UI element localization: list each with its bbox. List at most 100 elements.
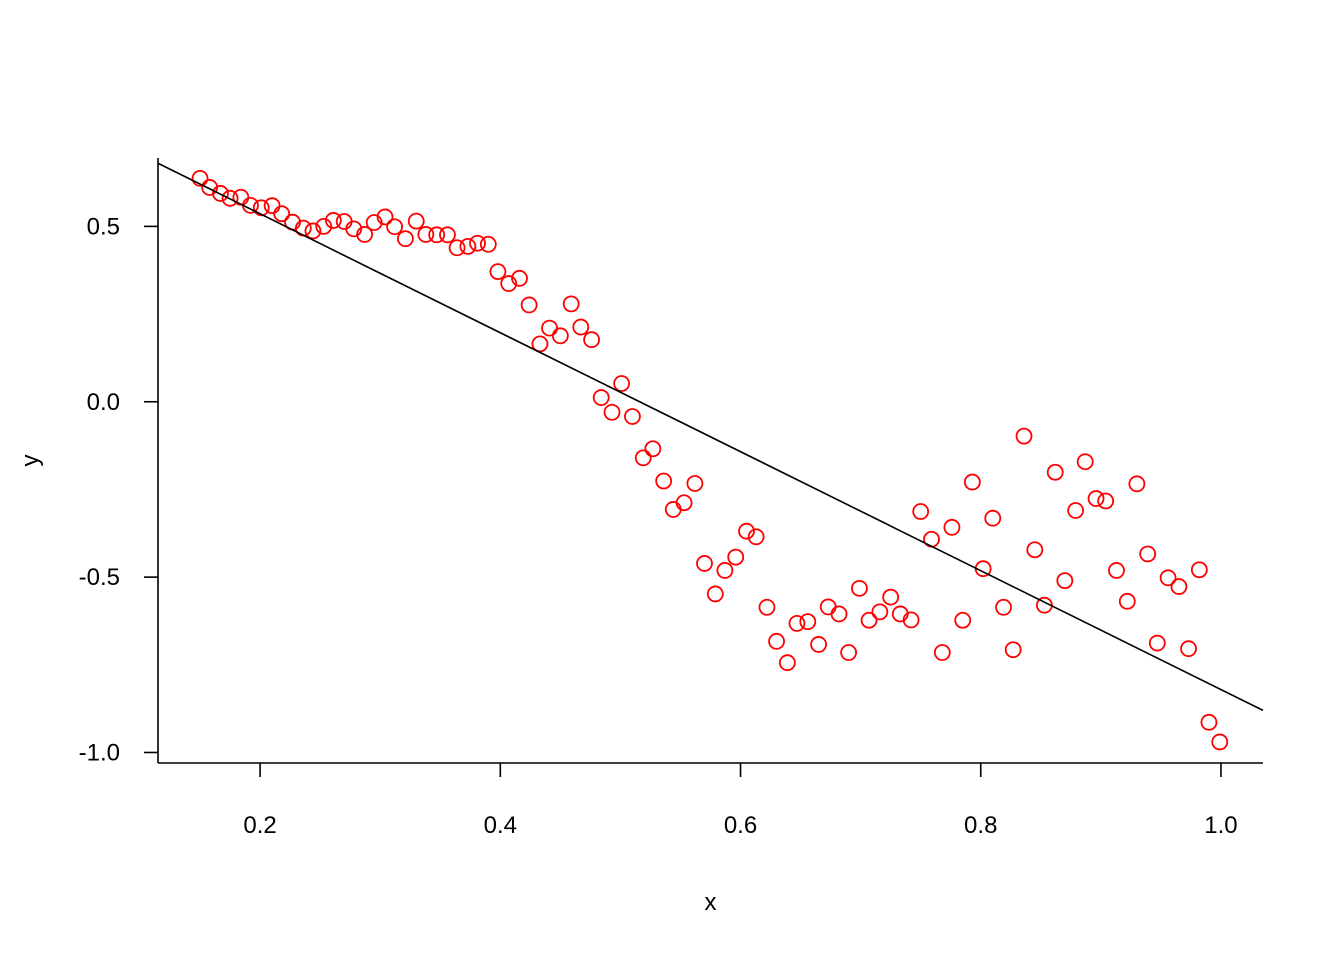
- data-point: [716, 562, 734, 579]
- data-point: [1076, 453, 1094, 471]
- data-point: [768, 632, 785, 650]
- data-point: [1108, 562, 1125, 579]
- data-point: [933, 644, 951, 661]
- data-point: [572, 318, 590, 336]
- data-point: [912, 503, 930, 520]
- data-point: [324, 212, 342, 229]
- data-point: [439, 226, 456, 244]
- data-point: [469, 234, 486, 252]
- data-point: [459, 237, 477, 255]
- data-point: [1056, 572, 1074, 590]
- data-point: [995, 598, 1012, 616]
- data-point: [1067, 502, 1085, 519]
- data-point: [799, 613, 817, 631]
- data-points: [191, 169, 1229, 751]
- x-axis-title: x: [705, 889, 717, 916]
- data-point: [417, 226, 435, 243]
- data-point: [386, 218, 404, 236]
- data-point: [252, 199, 270, 217]
- data-point: [1046, 463, 1064, 481]
- data-point: [1190, 561, 1208, 579]
- x-tick-label: 0.8: [964, 812, 997, 839]
- data-point: [479, 235, 497, 253]
- data-point: [191, 169, 209, 187]
- data-point: [882, 588, 900, 606]
- data-point: [1097, 492, 1115, 510]
- data-point: [562, 295, 580, 313]
- data-point: [1211, 733, 1229, 751]
- data-point: [696, 555, 713, 572]
- y-tick-label: 0.0: [87, 389, 120, 416]
- data-point: [860, 611, 878, 629]
- data-point: [851, 579, 868, 597]
- data-point: [727, 548, 745, 566]
- data-point: [356, 226, 373, 243]
- x-tick-label: 1.0: [1204, 812, 1237, 839]
- data-point: [1087, 490, 1105, 507]
- data-point: [902, 611, 920, 629]
- data-point: [871, 603, 889, 621]
- data-point: [603, 403, 621, 421]
- data-point: [655, 472, 673, 490]
- data-point: [263, 197, 281, 215]
- data-point: [963, 473, 981, 491]
- data-point: [315, 217, 333, 235]
- y-axis-title: y: [17, 455, 44, 467]
- data-point: [520, 296, 538, 314]
- data-point: [583, 331, 600, 349]
- data-point: [634, 449, 652, 467]
- data-point: [489, 263, 507, 281]
- data-point: [1180, 640, 1197, 658]
- data-point: [624, 408, 641, 425]
- data-point: [758, 598, 776, 616]
- data-point: [943, 518, 961, 536]
- axes: [157, 158, 1263, 764]
- data-point: [954, 611, 972, 629]
- data-point: [592, 389, 610, 406]
- data-point: [1148, 634, 1166, 652]
- data-point: [788, 615, 806, 632]
- data-point: [1159, 569, 1177, 587]
- data-point: [1170, 578, 1188, 595]
- data-point: [1139, 545, 1157, 563]
- data-point: [397, 230, 414, 248]
- data-point: [819, 598, 837, 616]
- data-point: [644, 440, 662, 458]
- x-axis-ticks: 0.2 0.4 0.6 0.8 1.0: [243, 763, 1238, 839]
- y-tick-label: -1.0: [79, 739, 120, 766]
- y-axis-ticks: -1.0 -0.5 0.0 0.5: [79, 213, 158, 766]
- data-point: [511, 269, 528, 287]
- data-point: [686, 475, 704, 492]
- data-point: [376, 208, 394, 226]
- data-point: [1128, 475, 1146, 493]
- x-tick-label: 0.4: [484, 812, 517, 839]
- data-point: [335, 213, 353, 230]
- data-point: [304, 222, 322, 240]
- data-point: [541, 319, 558, 337]
- data-point: [664, 501, 682, 518]
- fit-line: [157, 162, 1264, 712]
- data-point: [428, 226, 446, 244]
- data-point: [273, 205, 291, 223]
- data-point: [1026, 541, 1044, 559]
- data-point: [830, 605, 848, 623]
- y-tick-label: 0.5: [87, 213, 120, 240]
- data-point: [407, 212, 425, 230]
- data-point: [613, 375, 631, 392]
- data-point: [1015, 427, 1033, 445]
- data-point: [345, 220, 363, 238]
- data-point: [1004, 641, 1022, 659]
- data-point: [778, 654, 796, 672]
- data-point: [675, 494, 693, 512]
- data-point: [1118, 592, 1136, 610]
- data-point: [738, 522, 755, 540]
- data-point: [221, 189, 239, 207]
- data-point: [448, 239, 466, 257]
- data-point: [365, 214, 383, 231]
- data-point: [706, 585, 724, 603]
- data-point: [810, 636, 827, 653]
- data-point: [242, 196, 259, 214]
- data-point: [500, 275, 518, 292]
- data-point: [1200, 713, 1218, 731]
